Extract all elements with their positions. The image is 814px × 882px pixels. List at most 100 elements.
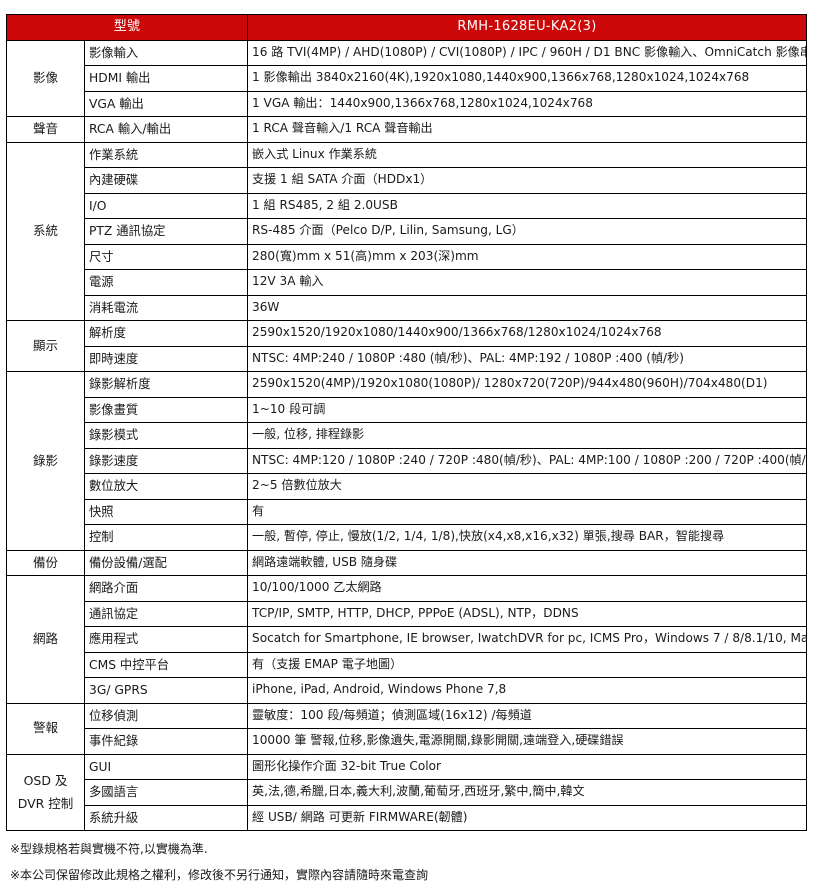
spec-label: 事件紀錄: [83, 728, 249, 755]
spec-value: 12V 3A 輸入: [247, 269, 808, 296]
spec-value: 有: [247, 498, 808, 525]
table-row: 影像 影像輸入 16 路 TVI(4MP) / AHD(1080P) / CVI(1…: [6, 39, 808, 117]
spec-value: 經 USB/ 網路 可更新 FIRMWARE(韌體): [247, 804, 808, 831]
spec-label: I/O: [83, 192, 249, 219]
spec-label: 解析度: [83, 320, 249, 347]
footer-note-1: ※型錄規格若與實機不符,以實機為準.: [10, 842, 208, 856]
group-label: OSD 及 DVR 控制: [6, 753, 85, 831]
spec-label: RCA 輸入/輸出: [83, 116, 249, 143]
table-row: 影像畫質 1~10 段可調: [7, 396, 808, 423]
table-row: 快照有: [7, 498, 808, 525]
spec-value: 36W: [247, 294, 808, 321]
spec-label: 控制: [83, 524, 249, 551]
spec-value: 2590x1520/1920x1080/1440x900/1366x768/12…: [247, 320, 808, 347]
table-row: 聲音 RCA 輸入/輸出 1 RCA 聲音輸入/1 RCA 聲音輸出: [6, 116, 808, 143]
spec-value: 網路遠端軟體, USB 隨身碟: [247, 549, 808, 576]
table-row: 通訊協定 TCP/IP, SMTP, HTTP, DHCP, PPPoE (ADS…: [7, 600, 808, 627]
table-row: 數位放大 2~5 倍數位放大: [7, 473, 808, 500]
table-row: 即時速度 NTSC: 4MP:240 / 1080P :480 (幀/秒)、PAL…: [7, 345, 808, 372]
table-row: 警報 位移偵測 靈敏度：100 段/每頻道；偵測區域(16x12) /每頻道: [6, 702, 808, 755]
table-row: 應用程式 Socatch for Smartphone, IE browser, …: [7, 626, 808, 653]
table-row: HDMI 輸出 1 影像輸出 3840x2160(4K),1920x1080,14…: [7, 65, 808, 92]
spec-value: 1 影像輸出 3840x2160(4K),1920x1080,1440x900,…: [247, 65, 808, 92]
group-label: 警報: [6, 702, 85, 755]
spec-label: 影像畫質: [83, 396, 249, 423]
group-label: 系統: [6, 141, 85, 321]
spec-value: 圖形化操作介面 32-bit True Color: [247, 753, 808, 780]
table-row: CMS 中控平台 有（支援 EMAP 電子地圖）: [7, 651, 808, 678]
table-row: 系統 作業系統 嵌入式 Linux 作業系統: [6, 141, 808, 321]
table-body: 影像 影像輸入 16 路 TVI(4MP) / AHD(1080P) / CVI(1…: [6, 39, 808, 831]
spec-value: NTSC: 4MP:240 / 1080P :480 (幀/秒)、PAL: 4M…: [247, 345, 808, 372]
spec-value: 支援 1 組 SATA 介面（HDDx1）: [247, 167, 808, 194]
table-row: 錄影速度 NTSC: 4MP:120 / 1080P :240 / 720P :4…: [7, 447, 808, 474]
footer-note-2: ※本公司保留修改此規格之權利，修改後不另行通知，實際內容請隨時來電查詢: [10, 868, 429, 882]
table-row: 事件紀錄 10000 筆 警報,位移,影像遺失,電源開關,錄影開關,遠端登入,硬碟…: [7, 728, 808, 755]
spec-sheet-page: 型號 RMH-1628EU-KA2(3) 影像 影像輸入 16 路 TVI(4MP)…: [5, 14, 808, 881]
spec-label: 數位放大: [83, 473, 249, 500]
spec-label: HDMI 輸出: [83, 65, 249, 92]
table-row: 控制 一般, 暫停, 停止, 慢放(1/2, 1/4, 1/8),快放(x4,x8…: [7, 524, 808, 551]
spec-value: 靈敏度：100 段/每頻道；偵測區域(16x12) /每頻道: [247, 702, 808, 729]
table-row: 錄影模式 一般, 位移, 排程錄影: [7, 422, 808, 449]
spec-label: 消耗電流: [83, 294, 249, 321]
spec-value: 10000 筆 警報,位移,影像遺失,電源開關,錄影開關,遠端登入,硬碟錯誤: [247, 728, 808, 755]
specification-table: 型號 RMH-1628EU-KA2(3) 影像 影像輸入 16 路 TVI(4MP)…: [5, 14, 808, 831]
header-model-value: RMH-1628EU-KA2(3): [247, 14, 808, 41]
spec-value: 一般, 位移, 排程錄影: [247, 422, 808, 449]
table-row: VGA 輸出 1 VGA 輸出：1440x900,1366x768,1280x10…: [7, 90, 808, 117]
spec-value: 有（支援 EMAP 電子地圖）: [247, 651, 808, 678]
spec-value: 1~10 段可調: [247, 396, 808, 423]
group-label: 錄影: [6, 371, 85, 551]
table-row: 內建硬碟 支援 1 組 SATA 介面（HDDx1）: [7, 167, 808, 194]
table-row: 錄影 錄影解析度 2590x1520(4MP)/1920x1080(1080P)/ …: [6, 371, 808, 551]
spec-label: 應用程式: [83, 626, 249, 653]
spec-value: 嵌入式 Linux 作業系統: [247, 141, 808, 168]
spec-value: 英,法,德,希臘,日本,義大利,波蘭,葡萄牙,西班牙,繁中,簡中,韓文: [247, 779, 808, 806]
spec-label: 位移偵測: [83, 702, 249, 729]
table-row: OSD 及 DVR 控制 GUI 圖形化操作介面 32-bit True Color: [6, 753, 808, 831]
spec-label: 影像輸入: [83, 39, 249, 66]
group-label: 網路: [6, 575, 85, 704]
spec-label: 錄影解析度: [83, 371, 249, 398]
spec-value: 280(寬)mm x 51(高)mm x 203(深)mm: [247, 243, 808, 270]
spec-label: GUI: [83, 753, 249, 780]
spec-value: Socatch for Smartphone, IE browser, Iwat…: [247, 626, 808, 653]
spec-label: CMS 中控平台: [83, 651, 249, 678]
spec-label: 網路介面: [83, 575, 249, 602]
table-row: I/O 1 組 RS485, 2 組 2.0USB: [7, 192, 808, 219]
header-model-label: 型號: [5, 14, 249, 41]
table-header: 型號 RMH-1628EU-KA2(3): [5, 14, 808, 41]
spec-value: 一般, 暫停, 停止, 慢放(1/2, 1/4, 1/8),快放(x4,x8,x…: [247, 524, 808, 551]
table-row: 多國語言 英,法,德,希臘,日本,義大利,波蘭,葡萄牙,西班牙,繁中,簡中,韓文: [7, 779, 808, 806]
table-row: 顯示 解析度 2590x1520/1920x1080/1440x900/1366x7…: [6, 320, 808, 372]
spec-value: 2~5 倍數位放大: [247, 473, 808, 500]
spec-value: RS-485 介面（Pelco D/P, Lilin, Samsung, LG）: [247, 218, 808, 245]
spec-value: 1 RCA 聲音輸入/1 RCA 聲音輸出: [247, 116, 808, 143]
group-label: 聲音: [6, 116, 85, 143]
table-row: 3G/ GPRS iPhone, iPad, Android, Windows P…: [7, 677, 808, 704]
spec-label: PTZ 通訊協定: [83, 218, 249, 245]
table-row: 消耗電流 36W: [7, 294, 808, 321]
spec-label: 即時速度: [83, 345, 249, 372]
spec-label: 備份設備/選配: [83, 549, 249, 576]
spec-value: 16 路 TVI(4MP) / AHD(1080P) / CVI(1080P) …: [247, 39, 808, 66]
table-row: 備份 備份設備/選配 網路遠端軟體, USB 隨身碟: [6, 549, 808, 576]
spec-label: 通訊協定: [83, 600, 249, 627]
spec-label: 錄影速度: [83, 447, 249, 474]
table-row: PTZ 通訊協定 RS-485 介面（Pelco D/P, Lilin, Sams…: [7, 218, 808, 245]
spec-label: 3G/ GPRS: [83, 677, 249, 704]
group-label: 影像: [6, 39, 85, 117]
spec-label: 錄影模式: [83, 422, 249, 449]
spec-label: 尺寸: [83, 243, 249, 270]
group-label: 顯示: [6, 320, 85, 372]
table-row: 網路 網路介面 10/100/1000 乙太網路: [6, 575, 808, 704]
footer-notes: ※型錄規格若與實機不符,以實機為準. ※本公司保留修改此規格之權利，修改後不另行…: [6, 843, 806, 881]
spec-label: 內建硬碟: [83, 167, 249, 194]
spec-label: 作業系統: [83, 141, 249, 168]
spec-label: 快照: [83, 498, 249, 525]
header-row: 型號 RMH-1628EU-KA2(3): [5, 14, 808, 41]
table-row: 電源 12V 3A 輸入: [7, 269, 808, 296]
spec-value: iPhone, iPad, Android, Windows Phone 7,8: [247, 677, 808, 704]
spec-value: 1 VGA 輸出：1440x900,1366x768,1280x1024,102…: [247, 90, 808, 117]
